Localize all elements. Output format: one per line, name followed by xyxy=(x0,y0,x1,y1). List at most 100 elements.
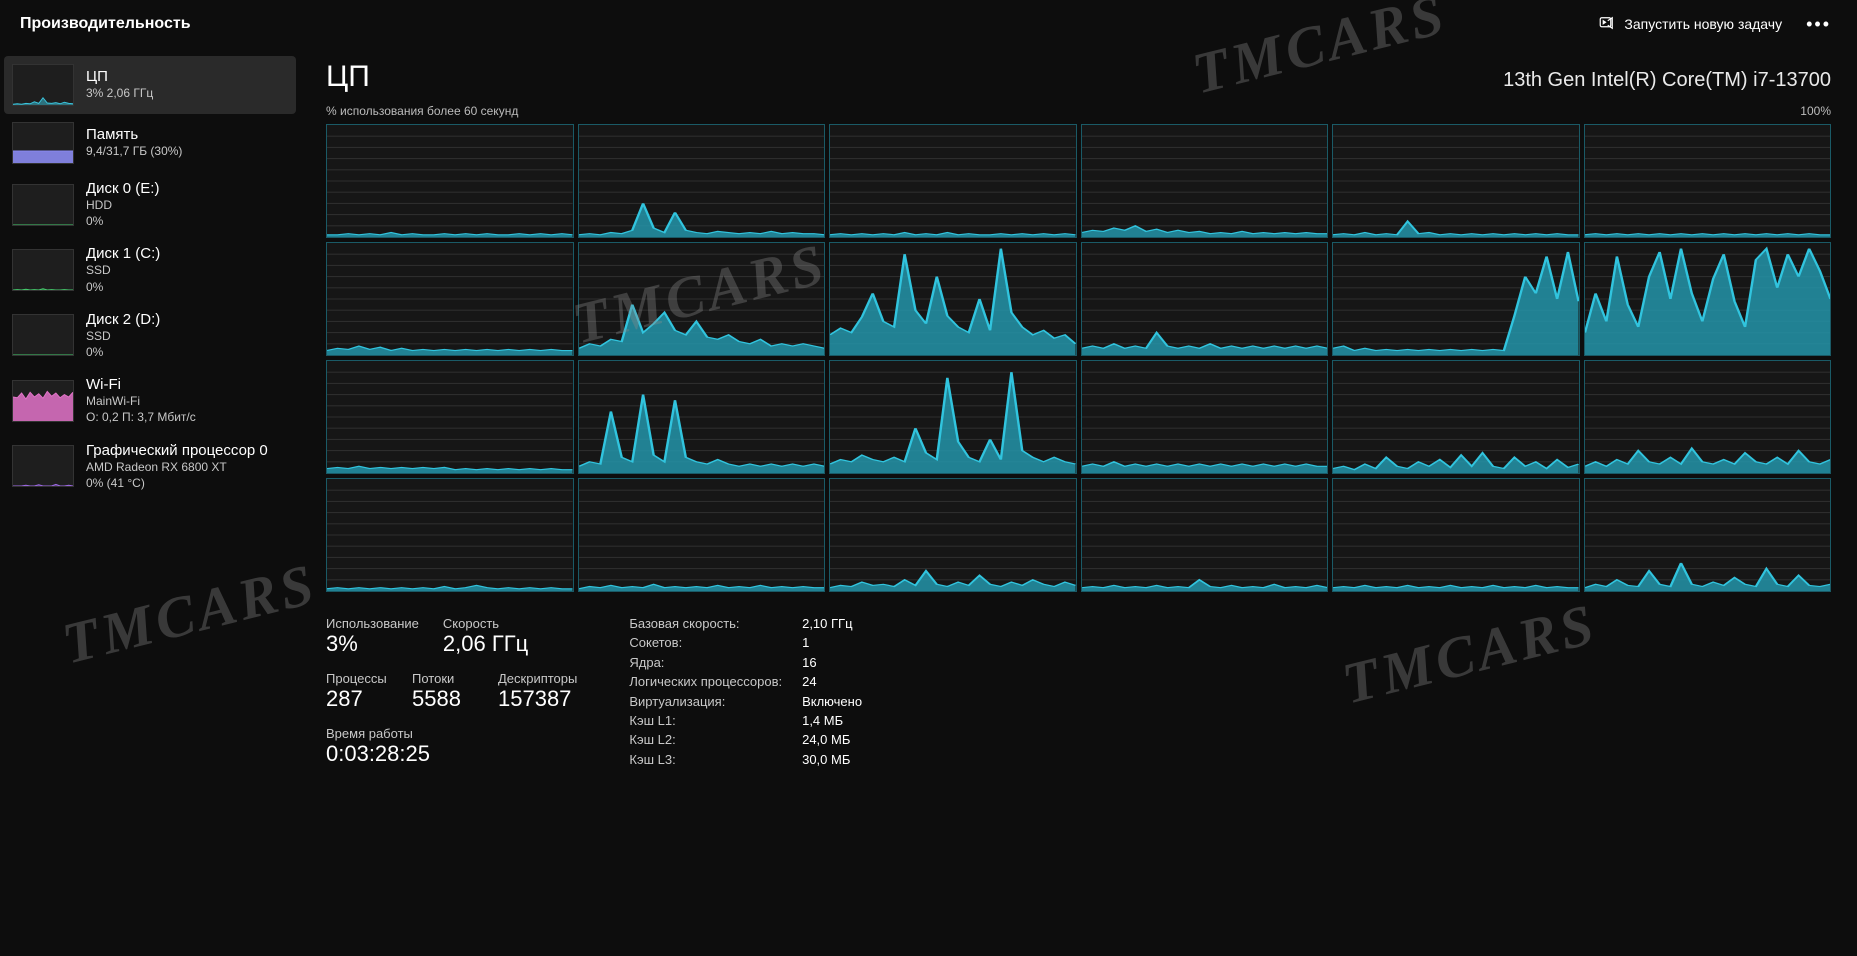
sidebar-item-title: Диск 0 (E:) xyxy=(86,180,159,197)
stat-row: Процессы287 Потоки5588 Дескрипторы157387 xyxy=(326,671,577,712)
sidebar-item-text: Графический процессор 0AMD Radeon RX 680… xyxy=(86,442,268,491)
cpu-core-chart xyxy=(829,242,1077,356)
sidebar-item[interactable]: Диск 1 (C:)SSD0% xyxy=(4,237,296,302)
sidebar-thumbnail xyxy=(12,122,74,164)
sidebar-item-text: Wi-FiMainWi-FiО: 0,2 П: 3,7 Мбит/с xyxy=(86,376,196,425)
stat-val: Включено xyxy=(802,694,862,709)
stat-block: Скорость2,06 ГГц xyxy=(443,616,528,657)
stats-section: Использование3%Скорость2,06 ГГцПроцессы2… xyxy=(326,616,1831,767)
stat-value: 3% xyxy=(326,631,419,657)
sidebar-item-sub1: SSD xyxy=(86,328,160,344)
sidebar-thumbnail xyxy=(12,249,74,291)
stat-value: 0:03:28:25 xyxy=(326,741,430,767)
stat-val: 30,0 МБ xyxy=(802,752,862,767)
stat-row: Время работы0:03:28:25 xyxy=(326,726,577,767)
sidebar-item-sub2: 0% (41 °C) xyxy=(86,475,268,491)
stat-key: Базовая скорость: xyxy=(629,616,782,631)
sidebar-item-sub2: 0% xyxy=(86,213,159,229)
main-title: ЦП xyxy=(326,60,370,94)
sidebar-thumbnail xyxy=(12,314,74,356)
sidebar-thumbnail xyxy=(12,445,74,487)
run-new-task-button[interactable]: Запустить новую задачу xyxy=(1598,14,1782,35)
stat-label: Процессы xyxy=(326,671,388,686)
stat-key: Кэш L1: xyxy=(629,713,782,728)
cpu-model-name: 13th Gen Intel(R) Core(TM) i7-13700 xyxy=(1503,69,1831,92)
sidebar-item-sub2: 0% xyxy=(86,279,160,295)
main-header: ЦП 13th Gen Intel(R) Core(TM) i7-13700 xyxy=(326,60,1831,94)
stat-label: Использование xyxy=(326,616,419,631)
run-task-icon xyxy=(1598,14,1616,35)
cpu-core-chart xyxy=(1081,478,1329,592)
stat-value: 2,06 ГГц xyxy=(443,631,528,657)
header-actions: Запустить новую задачу ••• xyxy=(1598,10,1837,39)
sidebar-item-sub2: 0% xyxy=(86,344,160,360)
stat-key: Виртуализация: xyxy=(629,694,782,709)
stat-val: 16 xyxy=(802,655,862,670)
sidebar-item-sub2: О: 0,2 П: 3,7 Мбит/с xyxy=(86,409,196,425)
stat-val: 24,0 МБ xyxy=(802,732,862,747)
sidebar-item[interactable]: Диск 2 (D:)SSD0% xyxy=(4,303,296,368)
stat-key: Сокетов: xyxy=(629,635,782,650)
sidebar-item-sub1: SSD xyxy=(86,262,160,278)
cpu-core-chart xyxy=(326,360,574,474)
sidebar-item-sub1: 3% 2,06 ГГц xyxy=(86,85,153,101)
stat-val: 2,10 ГГц xyxy=(802,616,862,631)
sidebar-item-title: Диск 1 (C:) xyxy=(86,245,160,262)
app-header: Производительность Запустить новую задач… xyxy=(0,0,1857,48)
sidebar-thumbnail xyxy=(12,64,74,106)
sidebar-item-sub1: AMD Radeon RX 6800 XT xyxy=(86,459,268,475)
stat-key: Кэш L2: xyxy=(629,732,782,747)
stats-kv-block: Базовая скорость:2,10 ГГцСокетов:1Ядра:1… xyxy=(629,616,862,767)
stat-row: Использование3% Скорость2,06 ГГц xyxy=(326,616,577,657)
stat-block: Время работы0:03:28:25 xyxy=(326,726,430,767)
stat-label: Потоки xyxy=(412,671,474,686)
stat-label: Дескрипторы xyxy=(498,671,577,686)
cpu-core-chart xyxy=(1584,124,1832,238)
cpu-core-chart xyxy=(1081,124,1329,238)
sidebar-item[interactable]: Память9,4/31,7 ГБ (30%) xyxy=(4,114,296,172)
cpu-core-chart xyxy=(1584,478,1832,592)
cpu-core-chart xyxy=(1332,124,1580,238)
sidebar-item-title: Память xyxy=(86,126,182,143)
cpu-core-chart xyxy=(578,360,826,474)
main-panel: ЦП 13th Gen Intel(R) Core(TM) i7-13700 %… xyxy=(300,48,1857,956)
cpu-core-chart xyxy=(1584,242,1832,356)
cpu-core-chart xyxy=(829,478,1077,592)
cpu-core-chart xyxy=(326,478,574,592)
sidebar-item-title: Wi-Fi xyxy=(86,376,196,393)
page-title: Производительность xyxy=(20,15,191,33)
cpu-core-chart-grid xyxy=(326,124,1831,592)
stat-value: 5588 xyxy=(412,686,474,712)
stat-block: Потоки5588 xyxy=(412,671,474,712)
cpu-core-chart xyxy=(1081,360,1329,474)
stat-block: Дескрипторы157387 xyxy=(498,671,577,712)
sidebar-item-sub1: 9,4/31,7 ГБ (30%) xyxy=(86,143,182,159)
more-icon[interactable]: ••• xyxy=(1800,10,1837,39)
cpu-core-chart xyxy=(578,478,826,592)
cpu-core-chart xyxy=(1332,242,1580,356)
stat-val: 1,4 МБ xyxy=(802,713,862,728)
sidebar-item-sub1: MainWi-Fi xyxy=(86,393,196,409)
stat-value: 157387 xyxy=(498,686,577,712)
sidebar-item-text: Диск 2 (D:)SSD0% xyxy=(86,311,160,360)
sidebar-item-title: Диск 2 (D:) xyxy=(86,311,160,328)
cpu-core-chart xyxy=(1081,242,1329,356)
sidebar-item[interactable]: ЦП3% 2,06 ГГц xyxy=(4,56,296,114)
sidebar-thumbnail xyxy=(12,380,74,422)
stat-key: Логических процессоров: xyxy=(629,674,782,689)
stats-big-block: Использование3%Скорость2,06 ГГцПроцессы2… xyxy=(326,616,577,767)
sidebar-thumbnail xyxy=(12,184,74,226)
stat-value: 287 xyxy=(326,686,388,712)
sidebar-item-sub1: HDD xyxy=(86,197,159,213)
sidebar-item[interactable]: Wi-FiMainWi-FiО: 0,2 П: 3,7 Мбит/с xyxy=(4,368,296,433)
sidebar-item-text: Диск 0 (E:)HDD0% xyxy=(86,180,159,229)
cpu-core-chart xyxy=(1332,360,1580,474)
cpu-core-chart xyxy=(1584,360,1832,474)
stat-block: Использование3% xyxy=(326,616,419,657)
chart-subtitle-left: % использования более 60 секунд xyxy=(326,104,518,118)
cpu-core-chart xyxy=(829,124,1077,238)
stat-key: Кэш L3: xyxy=(629,752,782,767)
sidebar-item[interactable]: Диск 0 (E:)HDD0% xyxy=(4,172,296,237)
stat-val: 24 xyxy=(802,674,862,689)
sidebar-item[interactable]: Графический процессор 0AMD Radeon RX 680… xyxy=(4,434,296,499)
